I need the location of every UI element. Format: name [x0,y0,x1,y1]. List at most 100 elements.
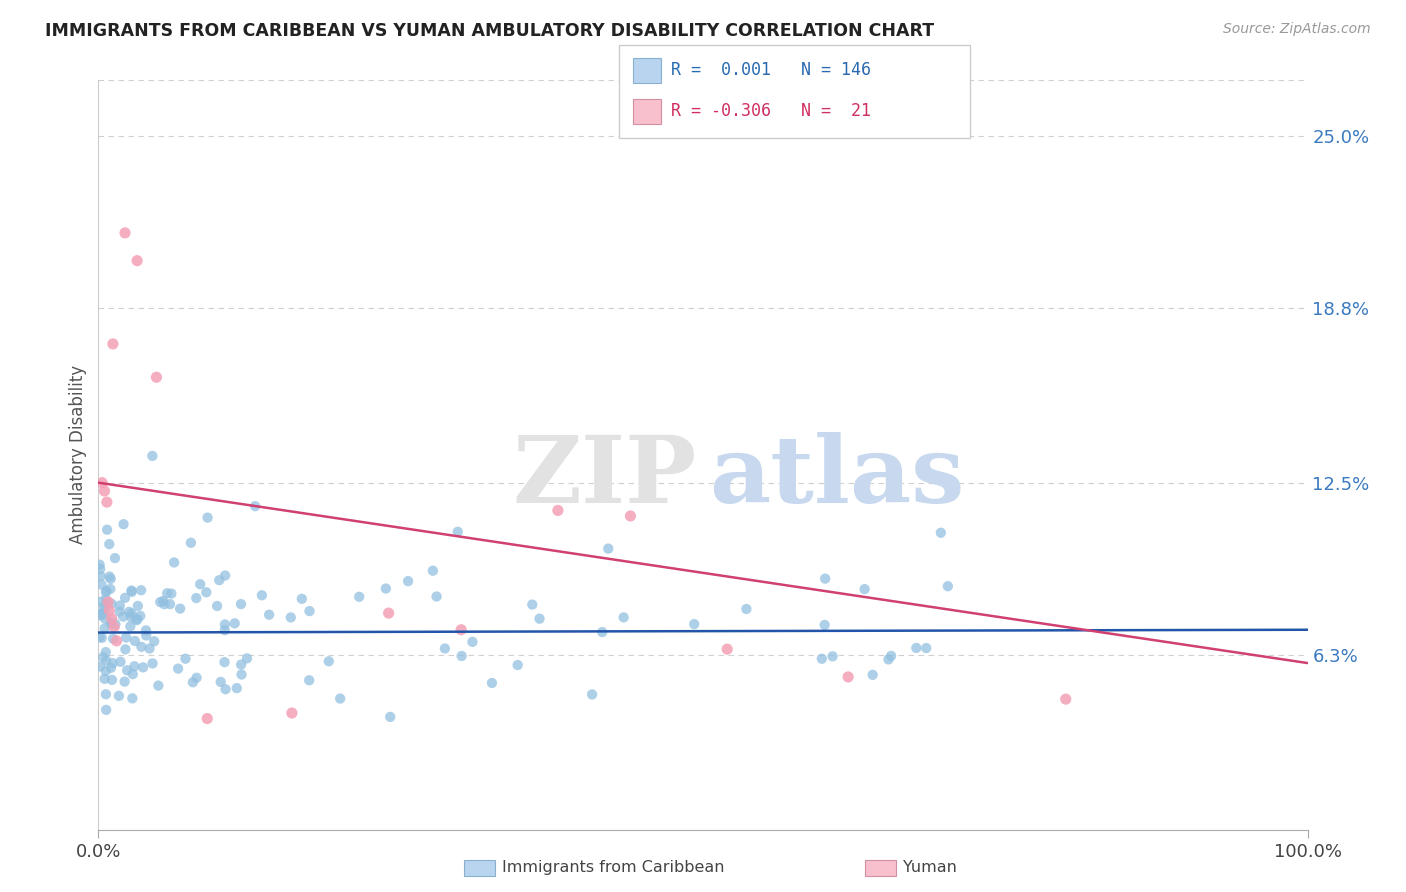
Point [145,370,167,384]
Point [214,624,236,638]
Point [915,641,938,656]
Point [936,579,959,593]
Point [422,564,444,578]
Point [905,640,928,655]
Point [120,610,142,624]
Point [110,655,132,669]
Point [104,551,127,566]
Point [129,583,152,598]
Point [96,495,118,509]
Point [208,573,231,587]
Point [90,631,112,645]
Text: ZIP: ZIP [513,433,697,523]
Point [121,585,143,599]
Point [174,651,197,665]
Text: Immigrants from Caribbean: Immigrants from Caribbean [502,861,724,875]
Point [186,671,208,685]
Point [853,582,876,596]
Point [318,654,340,668]
Point [225,681,247,695]
Point [90,594,112,608]
Point [281,706,304,720]
Point [101,337,124,351]
Point [214,682,236,697]
Point [101,656,124,670]
Point [98,582,121,596]
Point [214,617,236,632]
Point [97,595,120,609]
Point [93,483,115,498]
Point [112,609,135,624]
Point [188,577,211,591]
Point [121,667,143,681]
Point [141,449,163,463]
Point [159,597,181,611]
Point [91,650,114,665]
Point [100,612,122,626]
Text: Yuman: Yuman [903,861,956,875]
Point [112,517,135,532]
Point [180,535,202,549]
Point [880,648,903,663]
Point [115,663,138,677]
Point [862,668,884,682]
Text: atlas: atlas [709,433,965,523]
Point [100,597,122,611]
Point [433,641,456,656]
Point [103,620,125,634]
Point [186,591,208,605]
Point [93,672,115,686]
Point [121,607,143,621]
Point [93,599,115,613]
Point [94,585,117,599]
Point [581,688,603,702]
Point [425,590,447,604]
Point [100,616,122,631]
Point [94,612,117,626]
Point [396,574,419,588]
Point [94,687,117,701]
Point [114,674,136,689]
Point [229,597,252,611]
Y-axis label: Ambulatory Disability: Ambulatory Disability [69,366,87,544]
Point [153,597,176,611]
Point [118,605,141,619]
Point [291,591,314,606]
Point [613,610,636,624]
Point [104,617,127,632]
Point [143,634,166,648]
Point [250,588,273,602]
Text: Source: ZipAtlas.com: Source: ZipAtlas.com [1223,22,1371,37]
Point [91,475,114,490]
Point [135,628,157,642]
Point [929,525,952,540]
Point [257,607,280,622]
Point [877,652,900,666]
Point [450,648,472,663]
Point [181,675,204,690]
Point [152,594,174,608]
Point [138,641,160,656]
Point [298,673,321,688]
Point [329,691,352,706]
Point [121,583,143,598]
Point [94,603,117,617]
Point [96,653,118,667]
Point [224,616,246,631]
Text: R =  0.001   N = 146: R = 0.001 N = 146 [671,62,870,79]
Point [114,591,136,605]
Point [231,667,253,681]
Point [205,599,228,613]
Point [811,651,834,665]
Point [105,633,128,648]
Point [100,572,122,586]
Point [89,607,111,621]
Point [447,524,470,539]
Point [236,651,259,665]
Point [141,657,163,671]
Point [127,253,149,268]
Point [160,586,183,600]
Point [529,612,551,626]
Point [91,607,114,621]
Point [197,510,219,524]
